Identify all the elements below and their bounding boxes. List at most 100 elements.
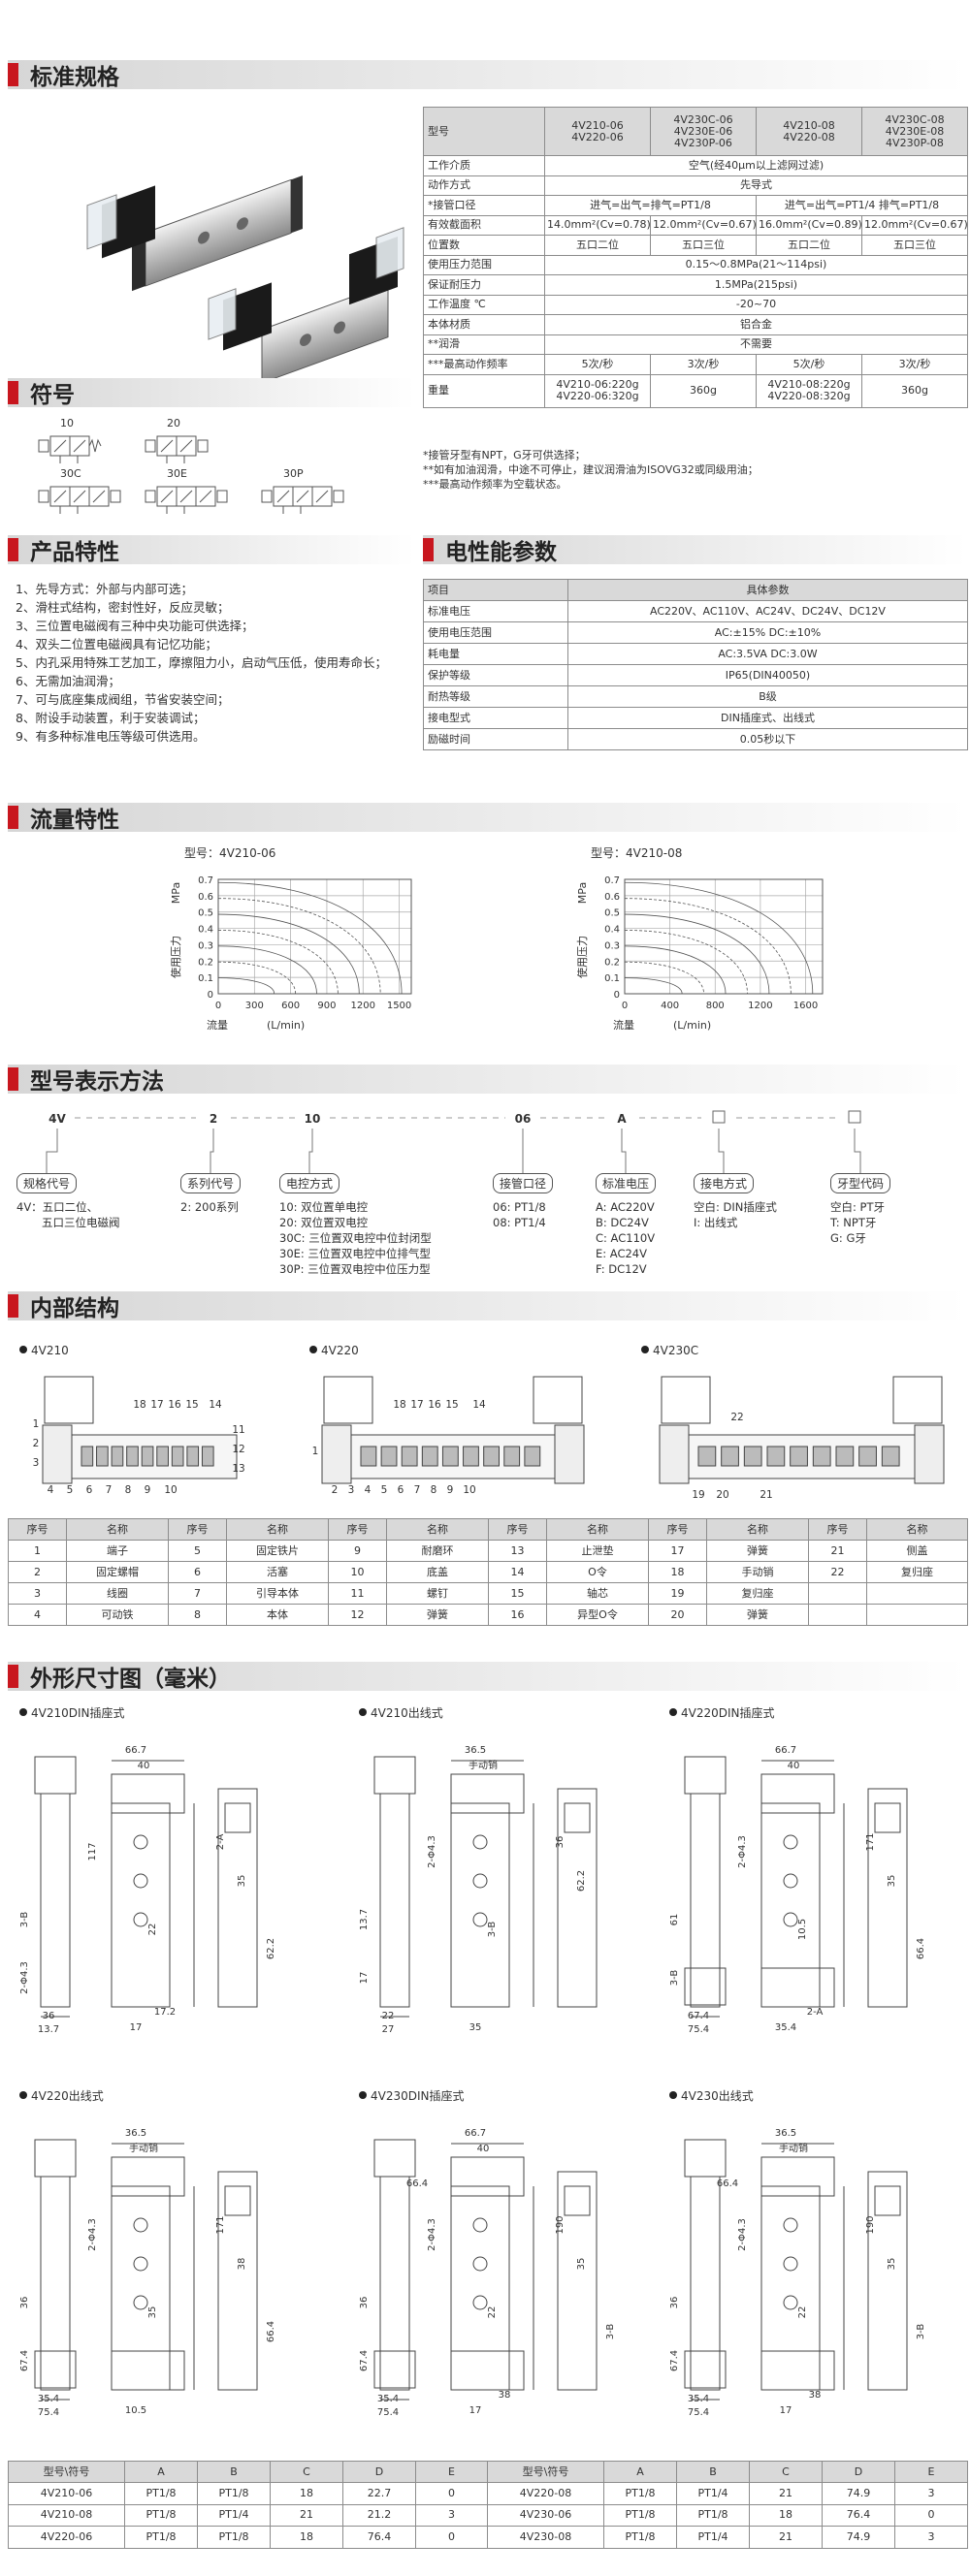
- callout: 5: [67, 1484, 74, 1496]
- model-group-label: 牙型代码: [830, 1173, 891, 1193]
- dimension: 66.7: [125, 1745, 146, 1756]
- valve-spool: [812, 1446, 831, 1467]
- table-cell: 4V210-06: [8, 2482, 125, 2505]
- table-cell: 端子: [66, 1540, 169, 1562]
- table-cell: 3: [8, 1582, 67, 1605]
- dimension: 2-Φ4.3: [427, 2218, 437, 2251]
- table-cell: *接管口径: [423, 195, 545, 216]
- table-cell: 重量: [423, 373, 545, 408]
- table-row: 耗电量 AC:3.5VA DC:3.0W: [423, 643, 968, 665]
- view-side: [379, 1793, 410, 2008]
- valve-coil: [661, 1376, 711, 1424]
- drawing-label: 4V220: [321, 1344, 359, 1357]
- valve-pilot: [42, 1424, 73, 1484]
- flow-curve: [624, 945, 727, 995]
- dimension: 3-B: [916, 2324, 926, 2340]
- table-cell: 4V210-06:220g 4V220-06:320g: [544, 373, 651, 408]
- dimension: 36.5: [775, 2128, 796, 2139]
- dimension: 66.4: [406, 2178, 428, 2189]
- view-detail: [564, 2185, 591, 2216]
- table-cell: [808, 1582, 867, 1605]
- table-cell: 活塞: [226, 1561, 329, 1583]
- table-cell: 74.9: [822, 2482, 895, 2505]
- callout: 15: [185, 1399, 198, 1411]
- table-cell: 五口二位: [544, 235, 651, 256]
- callout: 22: [730, 1412, 743, 1423]
- symbol-arrow: [92, 490, 106, 503]
- callout: 14: [472, 1399, 486, 1411]
- symbol-solenoid: [145, 490, 156, 503]
- dimension: 38: [499, 2390, 511, 2401]
- table-cell: PT1/8: [197, 2482, 271, 2505]
- table-cell: PT1/8: [124, 2503, 198, 2527]
- table-cell: 10: [328, 1561, 387, 1583]
- table-cell: 励磁时间: [423, 728, 568, 750]
- table-cell: 4V210-08: [8, 2503, 125, 2527]
- dimension: 3-B: [487, 1922, 498, 1938]
- symbol-spring: [88, 438, 102, 453]
- section-title: 型号表示方法: [30, 1069, 164, 1095]
- cell-line: 4V220-06: [571, 130, 624, 143]
- dimension: 35: [887, 1875, 897, 1888]
- drawing-label: 4V210出线式: [371, 1706, 443, 1720]
- cell-line: 4V210-08: [783, 118, 835, 132]
- callout: 10: [463, 1484, 475, 1496]
- symbol-box: [176, 435, 197, 457]
- table-cell: 耐热等级: [423, 685, 568, 708]
- table-cell: A: [603, 2461, 677, 2483]
- cell-line: 4V230P-06: [674, 136, 732, 149]
- table-cell: 不需要: [544, 334, 968, 355]
- callout: 7: [106, 1484, 113, 1496]
- table-row: 接电型式 DIN插座式、出线式: [423, 707, 968, 729]
- table-cell: 76.4: [822, 2503, 895, 2527]
- symbol-arrow: [160, 439, 174, 453]
- bullet: [19, 1708, 27, 1716]
- drawing-label: 4V210DIN插座式: [31, 1705, 125, 1720]
- table-cell: 18: [648, 1561, 707, 1583]
- table-cell: 位置数: [423, 235, 545, 256]
- table-row: 2 固定螺帽 6 活塞 10 底盖 14 O令 18 手动销 22 复归座: [8, 1561, 968, 1583]
- symbol-solenoid: [38, 439, 49, 453]
- model-connector: [46, 1129, 58, 1173]
- table-row: 序号 名称 序号 名称 序号 名称 序号 名称 序号 名称 序号 名称: [8, 1518, 968, 1541]
- table-cell: 12.0mm²(Cv=0.67): [861, 214, 968, 236]
- symbol-label: 30E: [167, 467, 187, 480]
- symbol-label: 10: [60, 417, 74, 429]
- table-cell: 8: [168, 1604, 227, 1626]
- view-front: [111, 1802, 171, 2008]
- callout: 4: [48, 1484, 54, 1496]
- table-row: 4 可动铁 8 本体 12 弹簧 16 异型O令 20 弹簧: [8, 1604, 968, 1626]
- dimension: 17: [130, 2022, 143, 2033]
- dimension: 17.2: [154, 2007, 176, 2018]
- x-tick-label: 0: [215, 1001, 221, 1011]
- table-cell: 0: [415, 2482, 488, 2505]
- flow-curve: [217, 898, 381, 995]
- view-front: [760, 1802, 821, 2008]
- table-cell: 项目: [423, 579, 568, 601]
- dimension: 66.4: [916, 1938, 926, 1959]
- callout: 2: [33, 1438, 40, 1449]
- cell-line: 4V230P-08: [886, 136, 944, 149]
- dimension: 22: [382, 2011, 395, 2021]
- table-cell: 14: [488, 1561, 547, 1583]
- view-coil: [760, 2350, 835, 2391]
- model-group-line: 空白: DIN插座式: [694, 1200, 777, 1214]
- dimension: 67.4: [359, 2350, 370, 2371]
- table-cell: 3: [894, 2482, 968, 2505]
- table-cell: 5次/秒: [544, 354, 651, 375]
- dimension: 62.2: [576, 1870, 587, 1892]
- symbol-arrow: [199, 490, 212, 503]
- valve-spool: [201, 1446, 214, 1467]
- flow-curve: [217, 913, 360, 995]
- table-cell: 接电型式: [423, 707, 568, 729]
- dimension: 22: [487, 2306, 498, 2319]
- valve-spool: [171, 1446, 184, 1467]
- table-cell: 弹簧: [706, 1604, 809, 1626]
- section-title: 电性能参数: [445, 540, 557, 565]
- view-end: [217, 2171, 258, 2391]
- table-cell: 型号\符号: [8, 2461, 125, 2483]
- electrical-table: 项目 具体参数 标准电压 AC220V、AC110V、AC24V、DC24V、DC12…: [423, 579, 968, 750]
- model-group-line: E: AC24V: [596, 1247, 647, 1260]
- callout: 3: [348, 1484, 355, 1496]
